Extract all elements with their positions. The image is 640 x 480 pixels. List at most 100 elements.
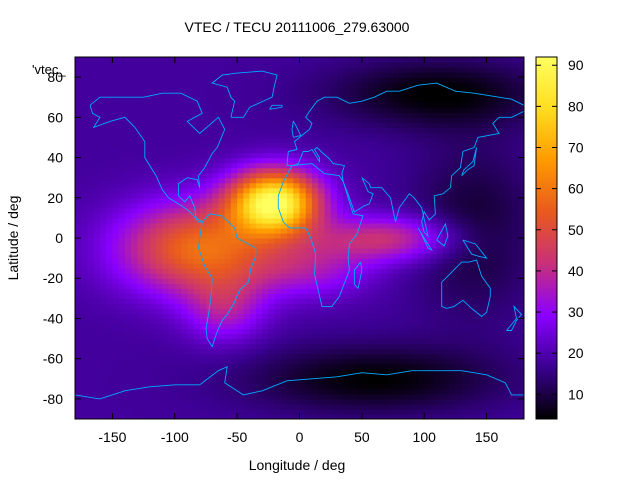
heatmap-cell bbox=[499, 217, 506, 224]
heatmap-cell bbox=[255, 77, 263, 83]
heatmap-cell bbox=[449, 398, 457, 405]
heatmap-cell bbox=[417, 243, 425, 249]
heatmap-cell bbox=[411, 248, 419, 254]
heatmap-cell bbox=[262, 348, 269, 355]
heatmap-cell bbox=[480, 263, 488, 269]
heatmap-cell bbox=[168, 293, 176, 299]
heatmap-cell bbox=[230, 182, 238, 189]
heatmap-cell bbox=[424, 97, 432, 103]
heatmap-cell bbox=[330, 273, 338, 279]
heatmap-cell bbox=[193, 268, 201, 274]
heatmap-cell bbox=[280, 398, 288, 405]
heatmap-cell bbox=[324, 298, 332, 304]
heatmap-cell bbox=[424, 117, 432, 123]
heatmap-cell bbox=[181, 403, 188, 410]
heatmap-cell bbox=[280, 253, 288, 259]
heatmap-cell bbox=[181, 212, 188, 219]
heatmap-cell bbox=[349, 393, 357, 400]
heatmap-cell bbox=[99, 388, 107, 395]
heatmap-cell bbox=[336, 152, 344, 159]
heatmap-cell bbox=[218, 177, 226, 184]
heatmap-cell bbox=[268, 197, 276, 204]
heatmap-cell bbox=[249, 112, 257, 118]
heatmap-cell bbox=[511, 403, 519, 410]
heatmap-cell bbox=[467, 283, 475, 289]
heatmap-cell bbox=[480, 137, 488, 144]
heatmap-cell bbox=[299, 318, 307, 325]
heatmap-cell bbox=[162, 172, 170, 179]
heatmap-cell bbox=[386, 217, 394, 224]
heatmap-cell bbox=[243, 132, 251, 139]
heatmap-cell bbox=[305, 177, 313, 184]
heatmap-cell bbox=[280, 358, 288, 365]
heatmap-cell bbox=[499, 393, 506, 400]
heatmap-cell bbox=[81, 408, 89, 415]
heatmap-cell bbox=[243, 298, 251, 304]
heatmap-cell bbox=[106, 268, 114, 274]
heatmap-cell bbox=[268, 187, 276, 194]
heatmap-cell bbox=[411, 107, 419, 113]
heatmap-cell bbox=[237, 122, 244, 128]
heatmap-cell bbox=[405, 253, 413, 259]
heatmap-cell bbox=[181, 132, 188, 139]
heatmap-cell bbox=[262, 298, 269, 304]
heatmap-cell bbox=[442, 132, 450, 139]
heatmap-cell bbox=[75, 152, 82, 159]
heatmap-cell bbox=[380, 147, 388, 154]
heatmap-cell bbox=[230, 303, 238, 309]
heatmap-cell bbox=[274, 408, 282, 415]
heatmap-cell bbox=[399, 192, 407, 199]
heatmap-cell bbox=[174, 378, 182, 385]
heatmap-cell bbox=[368, 413, 375, 419]
heatmap-cell bbox=[181, 217, 188, 224]
heatmap-cell bbox=[168, 67, 176, 73]
heatmap-cell bbox=[143, 383, 151, 390]
heatmap-cell bbox=[205, 368, 213, 375]
heatmap-cell bbox=[255, 343, 263, 350]
heatmap-cell bbox=[237, 167, 244, 174]
heatmap-cell bbox=[131, 97, 138, 103]
heatmap-cell bbox=[118, 298, 126, 304]
heatmap-cell bbox=[430, 253, 438, 259]
heatmap-cell bbox=[293, 403, 301, 410]
heatmap-cell bbox=[393, 202, 400, 209]
heatmap-cell bbox=[87, 298, 95, 304]
heatmap-cell bbox=[486, 383, 494, 390]
heatmap-cell bbox=[162, 363, 170, 370]
heatmap-cell bbox=[361, 157, 369, 164]
heatmap-cell bbox=[380, 308, 388, 315]
heatmap-cell bbox=[436, 152, 444, 159]
heatmap-cell bbox=[517, 408, 524, 415]
heatmap-cell bbox=[492, 378, 500, 385]
heatmap-cell bbox=[374, 227, 382, 234]
heatmap-cell bbox=[324, 182, 332, 189]
heatmap-cell bbox=[230, 217, 238, 224]
heatmap-cell bbox=[299, 293, 307, 299]
heatmap-cell bbox=[193, 87, 201, 93]
heatmap-cell bbox=[255, 147, 263, 154]
heatmap-cell bbox=[124, 222, 132, 229]
heatmap-cell bbox=[237, 172, 244, 179]
heatmap-cell bbox=[349, 107, 357, 113]
heatmap-cell bbox=[287, 378, 294, 385]
heatmap-cell bbox=[193, 368, 201, 375]
heatmap-cell bbox=[149, 137, 157, 144]
heatmap-cell bbox=[355, 177, 363, 184]
heatmap-cell bbox=[230, 77, 238, 83]
heatmap-cell bbox=[368, 268, 375, 274]
heatmap-cell bbox=[399, 132, 407, 139]
heatmap-cell bbox=[224, 293, 232, 299]
heatmap-cell bbox=[417, 72, 425, 78]
heatmap-cell bbox=[112, 343, 120, 350]
heatmap-cell bbox=[255, 273, 263, 279]
heatmap-cell bbox=[199, 202, 207, 209]
heatmap-cell bbox=[87, 388, 95, 395]
heatmap-cell bbox=[480, 227, 488, 234]
heatmap-cell bbox=[124, 258, 132, 264]
heatmap-cell bbox=[505, 238, 513, 244]
heatmap-cell bbox=[368, 263, 375, 269]
heatmap-cell bbox=[87, 353, 95, 360]
heatmap-cell bbox=[336, 127, 344, 134]
heatmap-cell bbox=[424, 137, 432, 144]
heatmap-cell bbox=[93, 182, 101, 189]
